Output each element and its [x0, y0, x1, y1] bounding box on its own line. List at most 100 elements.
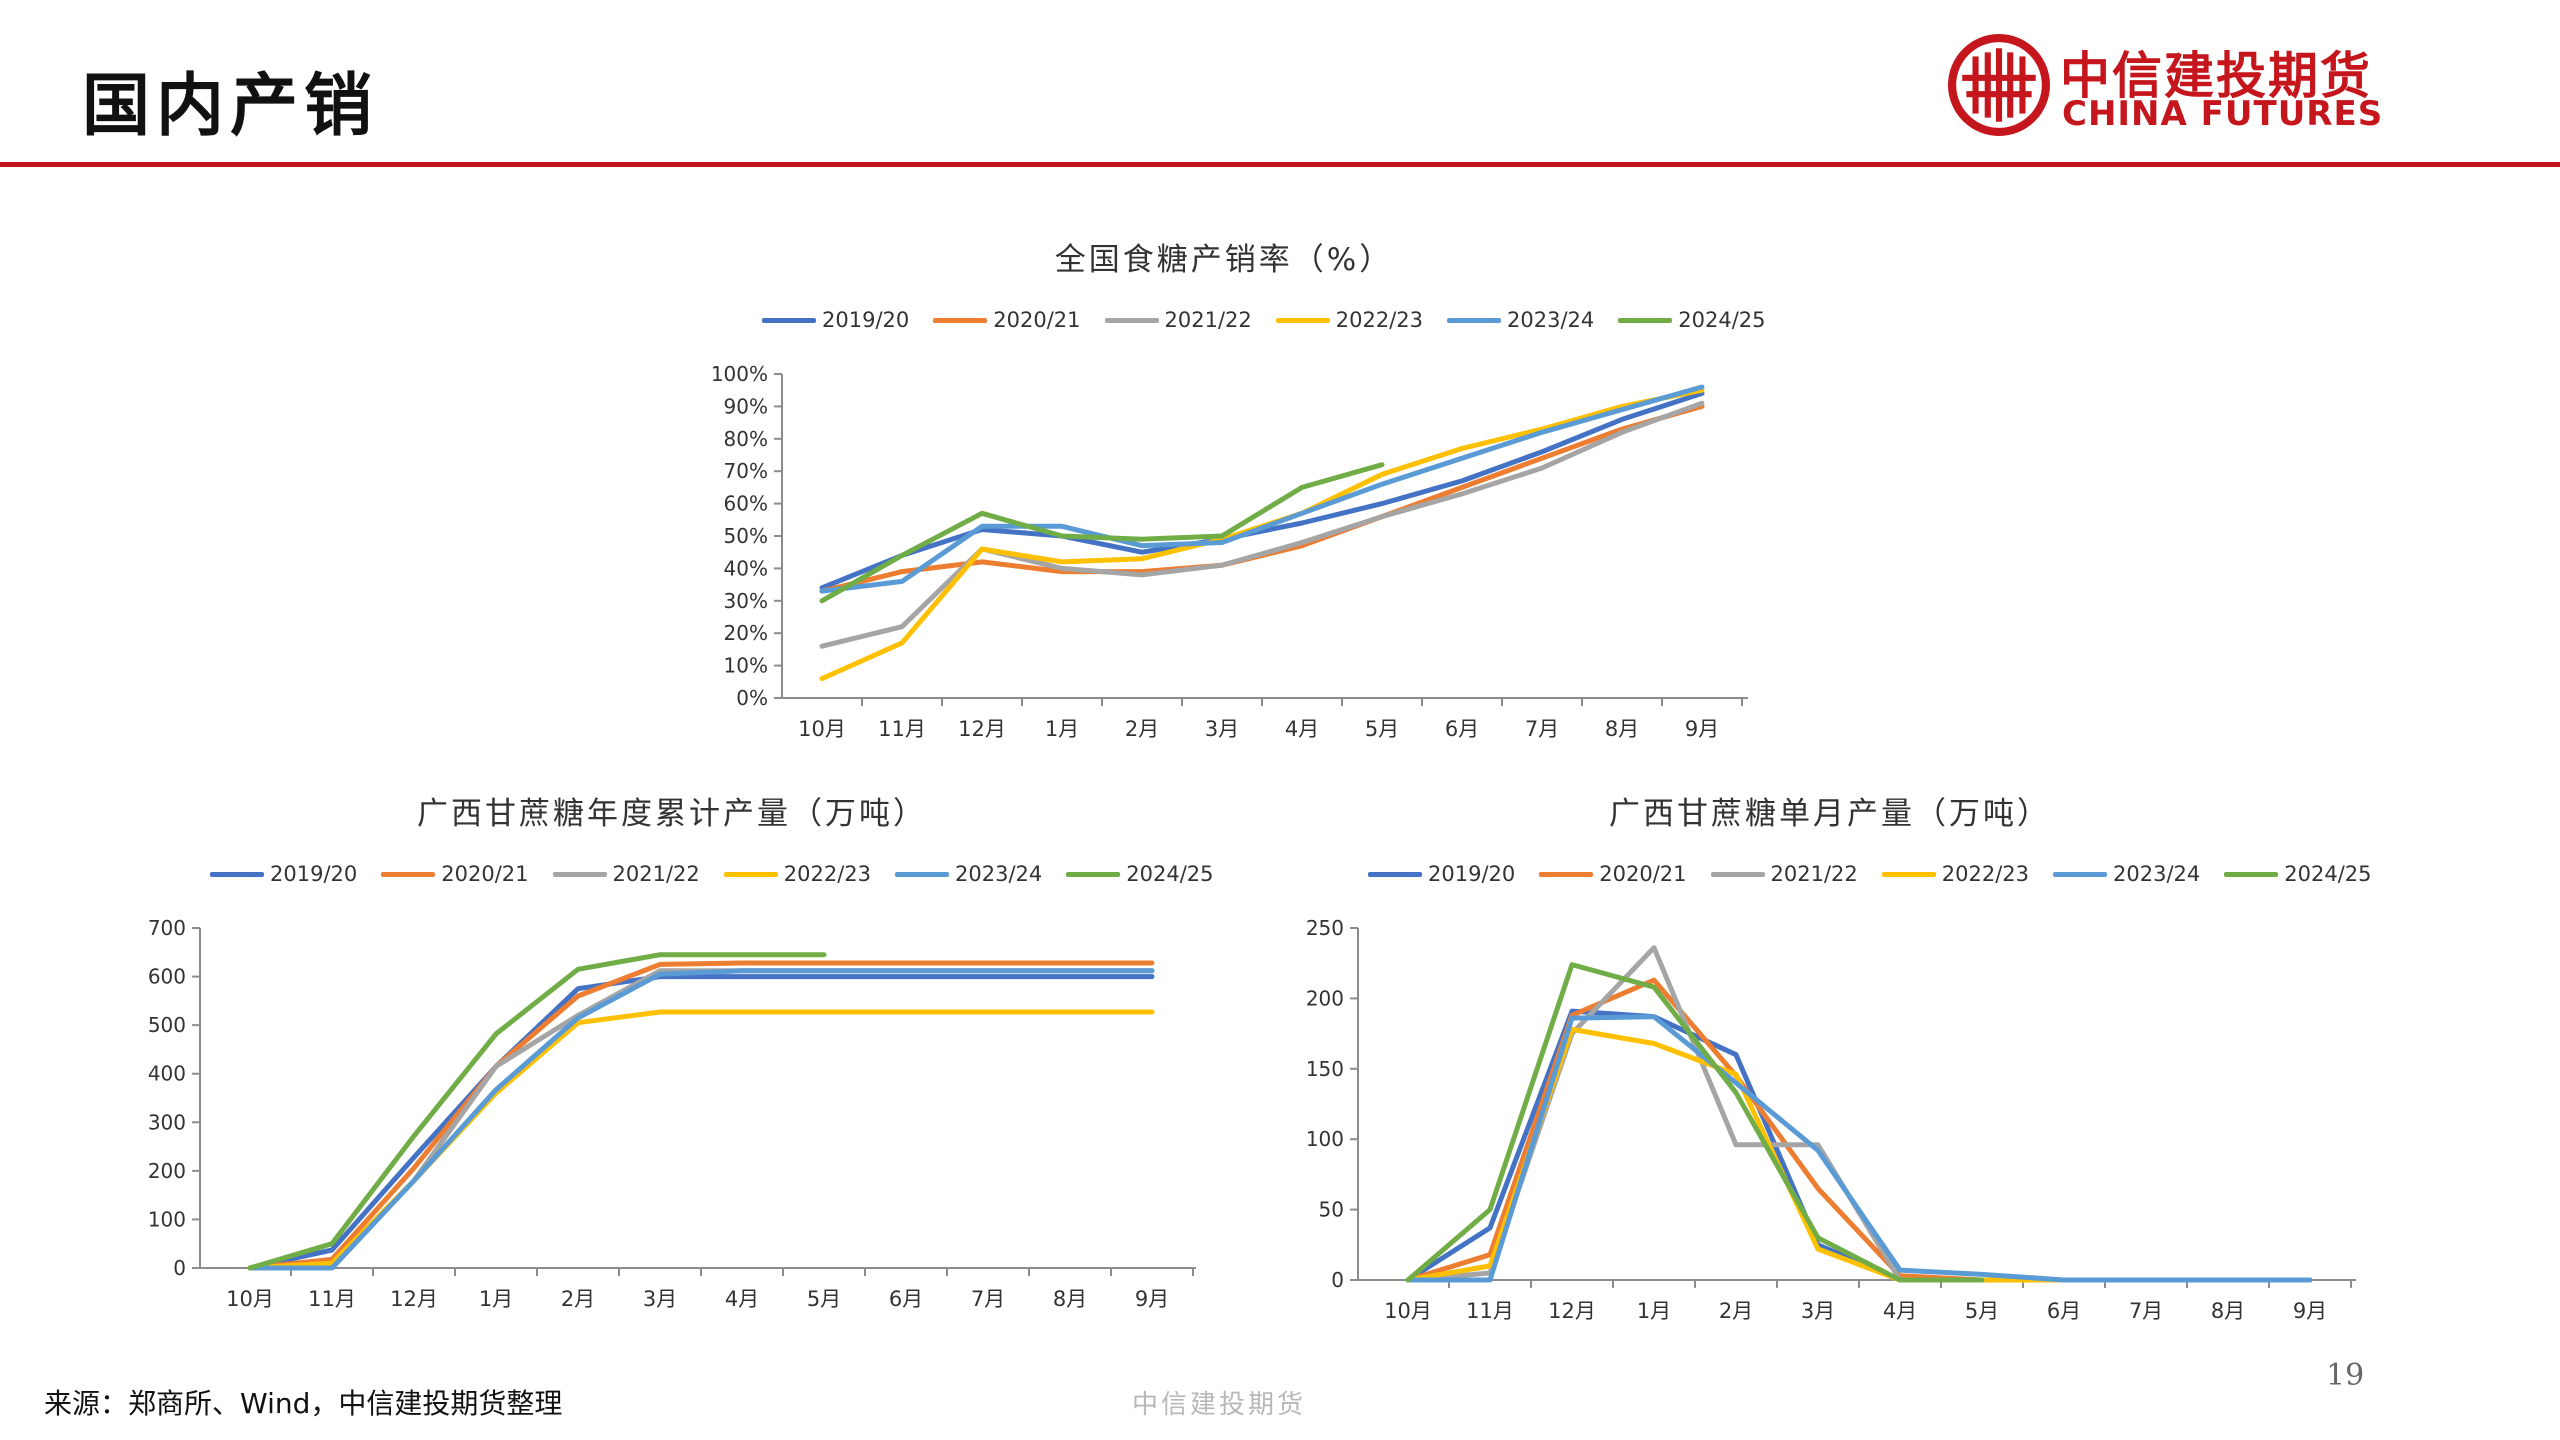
- y-tick-label: 100: [1306, 1127, 1344, 1151]
- legend-label: 2019/20: [270, 862, 358, 886]
- y-tick-label: 80%: [724, 427, 768, 451]
- y-tick-label: 20%: [724, 621, 768, 645]
- legend-item-2023-24: 2023/24: [2053, 862, 2200, 886]
- x-tick-label: 2月: [561, 1287, 595, 1311]
- legend-label: 2019/20: [822, 308, 910, 332]
- legend-item-2020-21: 2020/21: [381, 862, 529, 886]
- legend-label: 2023/24: [2113, 862, 2201, 886]
- y-tick-label: 700: [148, 916, 186, 940]
- brand-name-en: CHINA FUTURES: [2062, 94, 2384, 134]
- brand-logo: 中信建投期货 CHINA FUTURES: [1948, 34, 2388, 136]
- legend-sales-ratio: 2019/20 2020/21 2021/22 2022/23 2023/24 2024/…: [762, 308, 1790, 332]
- legend-swatch: [552, 871, 607, 877]
- legend-label: 2022/23: [1941, 862, 2029, 886]
- y-tick-label: 0%: [736, 686, 768, 710]
- footer-brand: 中信建投期货: [1132, 1390, 1307, 1420]
- legend-swatch: [1710, 871, 1765, 877]
- series-line-2020-21: [1405, 977, 2313, 1283]
- series-line-2019-20: [247, 974, 1155, 1271]
- x-tick-label: 9月: [2293, 1299, 2327, 1323]
- y-tick-label: 250: [1306, 916, 1344, 940]
- series-line-2024-25: [247, 952, 827, 1271]
- x-tick-label: 12月: [1548, 1299, 1596, 1323]
- x-tick-label: 12月: [390, 1287, 438, 1311]
- y-tick-label: 500: [148, 1013, 186, 1037]
- x-tick-label: 7月: [1525, 717, 1559, 741]
- x-tick-label: 6月: [889, 1287, 923, 1311]
- legend-item-2021-22: 2021/22: [1104, 308, 1252, 332]
- legend-item-2020-21: 2020/21: [933, 308, 1081, 332]
- y-tick-label: 10%: [724, 654, 768, 678]
- y-tick-label: 200: [148, 1159, 186, 1183]
- legend-guangxi-cumulative: 2019/20 2020/21 2021/22 2022/23 2023/24 2024/…: [210, 862, 1238, 886]
- legend-swatch: [2053, 871, 2107, 877]
- x-tick-label: 7月: [971, 1287, 1005, 1311]
- series-line-2024-25: [1405, 962, 1985, 1283]
- x-tick-label: 10月: [798, 717, 846, 741]
- legend-item-2023-24: 2023/24: [1447, 308, 1594, 332]
- legend-label: 2020/21: [1599, 862, 1687, 886]
- y-tick-label: 60%: [724, 492, 768, 516]
- legend-label: 2021/22: [1164, 308, 1252, 332]
- x-tick-label: 1月: [479, 1287, 513, 1311]
- legend-swatch: [1368, 871, 1422, 877]
- legend-item-2024-25: 2024/25: [1066, 862, 1214, 886]
- legend-item-2022-23: 2022/23: [1275, 308, 1423, 332]
- x-tick-label: 5月: [807, 1287, 841, 1311]
- x-tick-label: 6月: [1445, 717, 1479, 741]
- legend-label: 2023/24: [1507, 308, 1595, 332]
- legend-swatch: [210, 871, 264, 877]
- y-tick-label: 50%: [724, 524, 768, 548]
- legend-item-2022-23: 2022/23: [1881, 862, 2029, 886]
- y-tick-label: 0: [1331, 1268, 1344, 1292]
- legend-item-2024-25: 2024/25: [2224, 862, 2372, 886]
- x-tick-label: 1月: [1637, 1299, 1671, 1323]
- legend-label: 2024/25: [1126, 862, 1214, 886]
- x-tick-label: 7月: [2129, 1299, 2163, 1323]
- y-tick-label: 40%: [724, 556, 768, 580]
- x-tick-label: 1月: [1045, 717, 1079, 741]
- x-tick-label: 2月: [1719, 1299, 1753, 1323]
- legend-swatch: [2224, 871, 2279, 877]
- legend-label: 2022/23: [1335, 308, 1423, 332]
- x-tick-label: 11月: [308, 1287, 356, 1311]
- legend-item-2024-25: 2024/25: [1618, 308, 1766, 332]
- x-tick-label: 4月: [1285, 717, 1319, 741]
- x-tick-label: 8月: [2211, 1299, 2245, 1323]
- legend-label: 2021/22: [612, 862, 700, 886]
- source-note: 来源：郑商所、Wind，中信建投期货整理: [44, 1387, 563, 1420]
- legend-item-2019-20: 2019/20: [210, 862, 357, 886]
- series-line-2020-21: [247, 960, 1155, 1271]
- legend-swatch: [723, 871, 778, 877]
- x-tick-label: 9月: [1685, 717, 1719, 741]
- legend-swatch: [1104, 317, 1159, 323]
- legend-swatch: [381, 871, 436, 877]
- brand-name-cn: 中信建投期货: [2060, 47, 2372, 105]
- series-line-2023-24: [247, 968, 1155, 1271]
- series-line-2022-23: [1405, 1026, 2313, 1283]
- y-tick-label: 30%: [724, 589, 768, 613]
- x-tick-label: 2月: [1125, 717, 1159, 741]
- x-tick-label: 10月: [1384, 1299, 1432, 1323]
- legend-label: 2023/24: [955, 862, 1043, 886]
- y-tick-label: 70%: [724, 459, 768, 483]
- x-tick-label: 10月: [226, 1287, 274, 1311]
- y-tick-label: 200: [1306, 986, 1344, 1010]
- x-tick-label: 11月: [878, 717, 926, 741]
- legend-swatch: [1275, 317, 1330, 323]
- y-tick-label: 0: [173, 1256, 186, 1280]
- header-divider: [0, 162, 2560, 167]
- legend-item-2019-20: 2019/20: [762, 308, 909, 332]
- legend-guangxi-monthly: 2019/20 2020/21 2021/22 2022/23 2023/24 2024/…: [1368, 862, 2396, 886]
- y-tick-label: 100: [148, 1207, 186, 1231]
- legend-label: 2022/23: [783, 862, 871, 886]
- legend-label: 2020/21: [993, 308, 1081, 332]
- y-tick-label: 600: [148, 965, 186, 989]
- x-tick-label: 11月: [1466, 1299, 1514, 1323]
- page-title: 国内产销: [82, 67, 379, 146]
- x-tick-label: 4月: [725, 1287, 759, 1311]
- x-tick-label: 8月: [1053, 1287, 1087, 1311]
- legend-swatch: [895, 871, 949, 877]
- legend-label: 2024/25: [2284, 862, 2372, 886]
